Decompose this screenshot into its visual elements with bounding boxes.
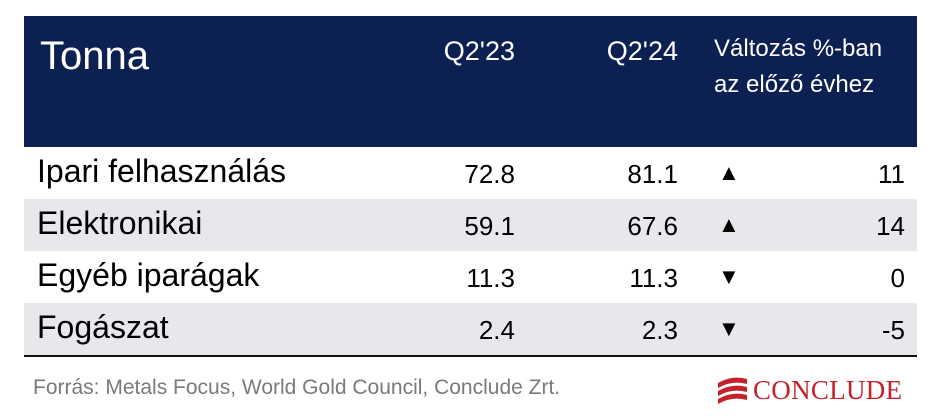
row-value-q2-24: 2.3 — [641, 315, 678, 345]
source-note: Forrás: Metals Focus, World Gold Council… — [33, 376, 561, 399]
row-value-q2-24: 81.1 — [627, 159, 678, 189]
row-label: Ipari felhasználás — [37, 153, 287, 189]
arrow-down-icon: ▼ — [718, 316, 740, 341]
table-header: Tonna Q2'23 Q2'24 Változás %-ban az előz… — [24, 16, 917, 147]
row-value-q2-23: 11.3 — [466, 263, 515, 293]
row-label: Elektronikai — [37, 205, 203, 241]
row-value-q2-23: 72.8 — [464, 159, 515, 189]
row-label: Egyéb iparágak — [37, 257, 260, 293]
conclude-logo-icon — [718, 377, 747, 404]
table-row: Fogászat 2.4 2.3 ▼ -5 — [24, 303, 917, 355]
row-value-q2-23: 2.4 — [478, 315, 515, 345]
conclude-logo: CONCLUDE — [716, 372, 902, 408]
data-table: Tonna Q2'23 Q2'24 Változás %-ban az előz… — [24, 16, 917, 357]
header-col-change: Változás %-ban az előző évhez — [714, 31, 882, 103]
table-bottom-rule — [24, 355, 917, 357]
table-row: Ipari felhasználás 72.8 81.1 ▲ 11 — [24, 147, 917, 199]
table-row: Elektronikai 59.1 67.6 ▲ 14 — [24, 199, 917, 251]
arrow-up-icon: ▲ — [718, 212, 740, 237]
row-value-change: 0 — [890, 263, 905, 293]
row-value-q2-23: 59.1 — [464, 211, 515, 241]
header-col-q2-24: Q2'24 — [606, 36, 678, 66]
row-value-q2-24: 67.6 — [627, 211, 678, 241]
row-label: Fogászat — [37, 309, 169, 345]
row-value-change: 11 — [878, 159, 905, 189]
logo-text: CONCLUDE — [753, 374, 903, 405]
header-col-q2-23: Q2'23 — [443, 36, 515, 66]
header-unit-label: Tonna — [40, 34, 149, 78]
arrow-up-icon: ▲ — [718, 160, 740, 185]
table-row: Egyéb iparágak 11.3 11.3 ▼ 0 — [24, 251, 917, 303]
header-change-line2: az előző évhez — [714, 71, 875, 98]
row-value-change: -5 — [881, 315, 905, 345]
arrow-down-icon: ▼ — [718, 264, 740, 289]
row-value-q2-24: 11.3 — [629, 263, 678, 293]
header-change-line1: Változás %-ban — [714, 35, 883, 62]
row-value-change: 14 — [876, 211, 905, 241]
